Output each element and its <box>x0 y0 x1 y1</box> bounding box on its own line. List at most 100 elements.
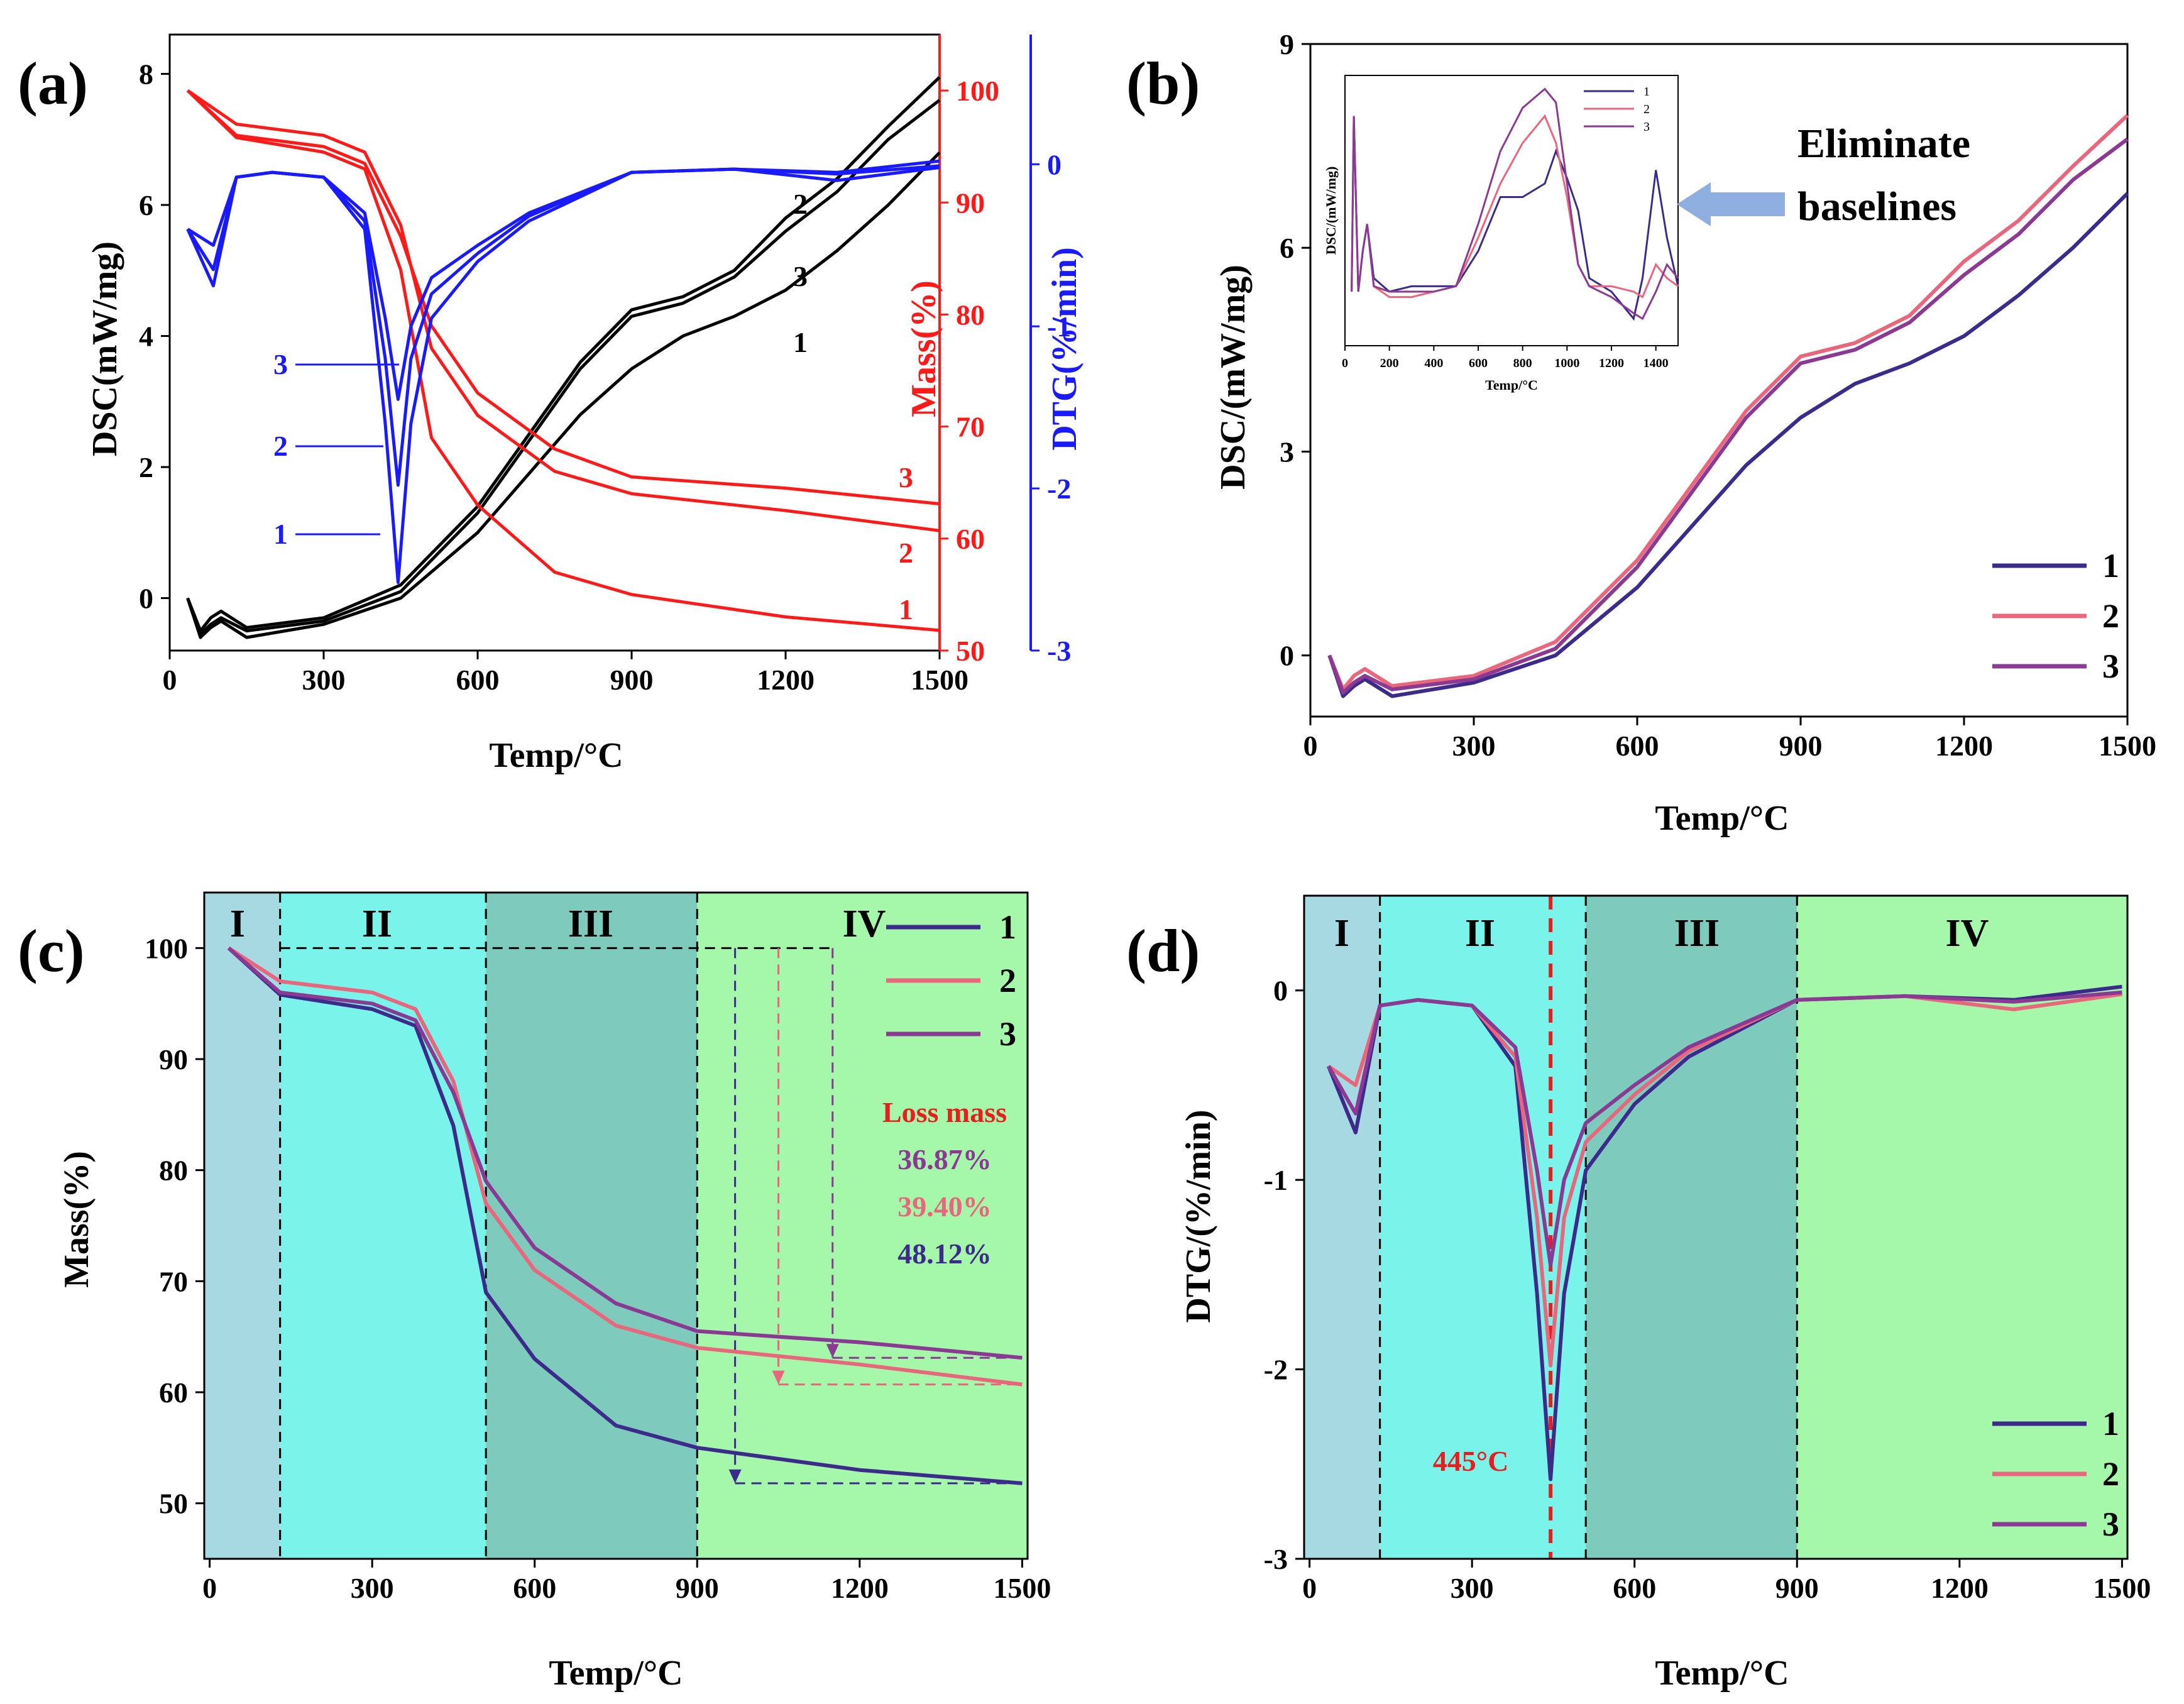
arrow-shaft <box>1709 192 1785 216</box>
panel-c-plot <box>203 891 1029 1560</box>
arrow-head-icon <box>1677 182 1711 226</box>
panel-a-dsc-ytick-label: 8 <box>139 58 153 91</box>
panel-b-ytick-label: 9 <box>1280 28 1294 60</box>
panel-b-x-ticks: 0 300 600 900 1200 1500 <box>1303 717 2156 762</box>
inset-xlabel: Temp/°C <box>1485 377 1538 393</box>
panel-c-xtick-label: 1200 <box>831 1572 889 1604</box>
panel-c-arrow-down-icon <box>728 1469 742 1483</box>
panel-a-dsc-ytick-label: 6 <box>139 189 153 221</box>
panel-b-xtick-label: 0 <box>1303 730 1318 762</box>
panel-d-y-ticks: -3 -2 -1 0 <box>1264 975 1304 1575</box>
panel-d-xtick-label: 900 <box>1775 1572 1819 1604</box>
panel-a-ylabel-dsc: DSC(mW/mg) <box>85 241 124 456</box>
inset-xtick-label: 1400 <box>1643 356 1669 370</box>
panel-a-mass-label-3: 3 <box>899 461 913 493</box>
panel-a-series-7 <box>187 166 940 487</box>
panel-c-xtick-label: 1500 <box>993 1572 1051 1604</box>
panel-c-xtick-label: 900 <box>676 1572 719 1604</box>
panel-a-mass-ytick-label: 50 <box>956 635 985 667</box>
panel-c-region-I: I <box>230 903 245 945</box>
panel-c-ytick-label: 90 <box>159 1043 188 1075</box>
inset-xtick-label: 1200 <box>1599 356 1624 370</box>
panel-a-series-5 <box>186 89 940 506</box>
panel-a-x-ticks: 0 300 600 900 1200 1500 <box>163 651 969 696</box>
panel-a-xtick-label: 900 <box>610 664 654 696</box>
inset-series-3 <box>1351 87 1679 321</box>
panel-d-region-II: II <box>1465 912 1495 955</box>
panel-a-dtg-label-3: 3 <box>273 348 288 380</box>
panel-b-xtick-label: 300 <box>1452 730 1496 762</box>
panel-a-mass-ytick-label: 100 <box>956 75 999 107</box>
panel-a-dtg-label-1: 1 <box>273 518 288 550</box>
panel-d-region-III: III <box>1674 912 1720 955</box>
panel-b-legend-label-3: 3 <box>2102 647 2119 685</box>
panel-b-arrow <box>1677 182 1785 226</box>
panel-b-y-ticks: 0 3 6 9 <box>1280 28 1310 672</box>
panel-d-legend-label-2: 2 <box>2102 1455 2119 1493</box>
panel-b-legend-label-1: 1 <box>2102 547 2119 585</box>
inset-ylabel: DSC/(mW/mg) <box>1323 167 1339 255</box>
panel-d-xtick-label: 1200 <box>1931 1572 1989 1604</box>
loss-mass-3: 36.87% <box>897 1143 992 1175</box>
panel-d-plot <box>1303 894 2129 1560</box>
panel-d-xtick-label: 600 <box>1613 1572 1656 1604</box>
panel-a: (a) 0 300 600 900 1200 1500 02468506070809010… <box>18 33 1084 775</box>
panel-b-series-2 <box>1327 114 2129 691</box>
panel-b-legend: 1 2 3 <box>1992 547 2119 685</box>
panel-a-mass-label-1: 1 <box>899 593 913 625</box>
panel-a-dsc-ytick-label: 4 <box>139 321 153 353</box>
panel-a-plot <box>168 33 1032 652</box>
panel-a-series-8 <box>186 164 940 401</box>
panel-d-legend: 1 2 3 <box>1992 1405 2119 1543</box>
panel-d: (d) 0 300 600 900 1200 1500 -3 -2 -1 0 Temp/°C D… <box>1126 894 2151 1693</box>
panel-a-xlabel: Temp/°C <box>489 736 623 775</box>
panel-a-dsc-label-1: 1 <box>793 326 808 358</box>
panel-d-label: (d) <box>1126 917 1200 984</box>
panel-a-dtg-ytick-label: 0 <box>1047 148 1062 180</box>
panel-d-xtick-label: 1500 <box>2093 1572 2151 1604</box>
panel-c-region-IV: IV <box>843 903 886 945</box>
panel-c-xtick-label: 600 <box>513 1572 556 1604</box>
panel-c-region-bg-IV <box>697 893 1028 1559</box>
panel-c-arrow-down-icon <box>772 1370 785 1385</box>
panel-a-dsc-ytick-label: 2 <box>139 451 153 483</box>
panel-a-xtick-label: 1500 <box>911 664 969 696</box>
panel-a-xtick-label: 1200 <box>757 664 815 696</box>
panel-a-ylabel-dtg: DTG(%/min) <box>1045 247 1084 451</box>
panel-d-region-bg-I <box>1304 896 1380 1559</box>
panel-a-series-0 <box>186 151 941 639</box>
panel-c-legend: 1 2 3 <box>886 908 1016 1053</box>
loss-mass-1: 48.12% <box>897 1238 992 1270</box>
panel-c: (c) 0 300 600 900 1200 1500 50 60 70 80 90 100 Tem… <box>18 891 1051 1693</box>
panel-a-series-4 <box>187 89 940 532</box>
panel-d-region-I: I <box>1334 912 1349 955</box>
panel-d-x-ticks: 0 300 600 900 1200 1500 <box>1302 1559 2151 1604</box>
inset-xtick-label: 1000 <box>1554 356 1579 370</box>
panel-d-xtick-label: 300 <box>1451 1572 1494 1604</box>
panel-d-ylabel: DTG/(%/min) <box>1179 1109 1218 1322</box>
panel-a-mass-ytick-label: 80 <box>956 299 985 331</box>
loss-mass-2: 39.40% <box>897 1190 992 1223</box>
panel-c-xtick-label: 300 <box>351 1572 394 1604</box>
panel-d-frame <box>1303 894 2129 1560</box>
panel-c-label: (c) <box>18 917 85 984</box>
inset-legend-label-2: 2 <box>1643 102 1650 116</box>
panel-c-y-ticks: 50 60 70 80 90 100 <box>145 932 204 1520</box>
panel-b-xtick-label: 900 <box>1779 730 1823 762</box>
panel-d-region-labels: I II III IV <box>1334 912 1989 955</box>
panel-c-frame <box>203 891 1029 1560</box>
panel-b-annotation-line1: Eliminate <box>1797 121 1970 167</box>
panel-a-xtick-label: 300 <box>302 664 346 696</box>
panel-c-region-bg-III <box>486 893 698 1559</box>
panel-c-ylabel: Mass(%) <box>57 1151 96 1288</box>
panel-c-region-II: II <box>362 903 392 945</box>
panel-d-region-bg-IV <box>1797 896 2127 1559</box>
panel-b-series-3 <box>1327 137 2129 695</box>
panel-c-ytick-label: 70 <box>159 1265 188 1297</box>
inset-xtick-label: 400 <box>1424 356 1443 370</box>
panel-a-xtick-label: 0 <box>163 664 177 696</box>
panel-b-xtick-label: 1200 <box>1935 730 1993 762</box>
panel-a-ylabel-mass: Mass(%) <box>904 280 943 417</box>
